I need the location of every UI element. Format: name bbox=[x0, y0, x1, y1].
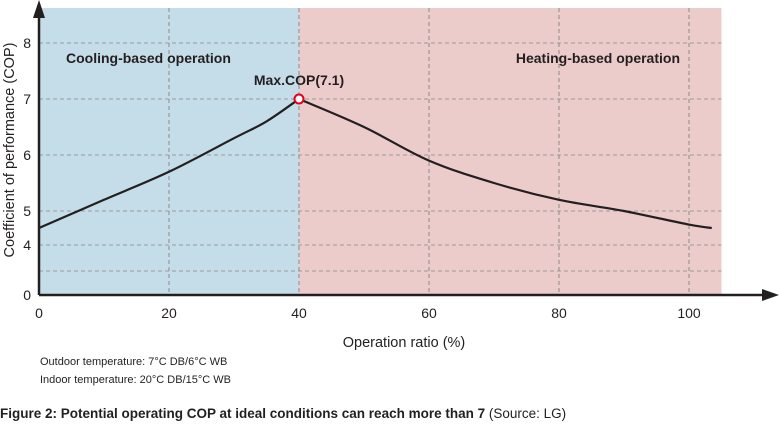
x-tick-label: 100 bbox=[677, 305, 701, 321]
x-tick-label: 80 bbox=[551, 305, 567, 321]
cop-curve-cooling bbox=[38, 98, 300, 230]
heating-region-label: Heating-based operation bbox=[516, 50, 680, 66]
max-cop-label: Max.COP(7.1) bbox=[254, 72, 344, 88]
outdoor-temperature-note: Outdoor temperature: 7°C DB/6°C WB bbox=[40, 356, 228, 368]
caption-source: (Source: LG) bbox=[485, 406, 567, 421]
y-axis-arrow bbox=[33, 0, 45, 18]
x-tick-label: 60 bbox=[421, 305, 437, 321]
caption-bold: Figure 2: Potential operating COP at ide… bbox=[0, 406, 486, 421]
cop-curve-heating bbox=[298, 97, 712, 230]
y-axis-label: Coefficient of performance (COP) bbox=[2, 43, 18, 258]
y-tick-label: 8 bbox=[23, 35, 31, 51]
cop-chart: 0 20 40 60 80 100 0 4 5 6 7 8 Operation ratio (%) Coe… bbox=[2, 0, 779, 351]
y-tick-label: 0 bbox=[23, 287, 31, 303]
x-tick-label: 20 bbox=[161, 305, 177, 321]
y-tick-label: 4 bbox=[23, 237, 31, 253]
y-tick-label: 6 bbox=[23, 147, 31, 163]
cooling-region-label: Cooling-based operation bbox=[66, 50, 231, 66]
x-axis-arrow bbox=[762, 289, 779, 301]
max-cop-marker bbox=[293, 93, 305, 105]
heating-region bbox=[299, 8, 722, 295]
x-tick-label: 0 bbox=[35, 305, 43, 321]
x-tick-label: 40 bbox=[291, 305, 307, 321]
figure-caption: Figure 2: Potential operating COP at ide… bbox=[0, 406, 566, 421]
y-tick-label: 7 bbox=[23, 91, 31, 107]
x-axis-label: Operation ratio (%) bbox=[343, 335, 466, 351]
indoor-temperature-note: Indoor temperature: 20°C DB/15°C WB bbox=[40, 374, 231, 386]
y-tick-label: 5 bbox=[23, 203, 31, 219]
